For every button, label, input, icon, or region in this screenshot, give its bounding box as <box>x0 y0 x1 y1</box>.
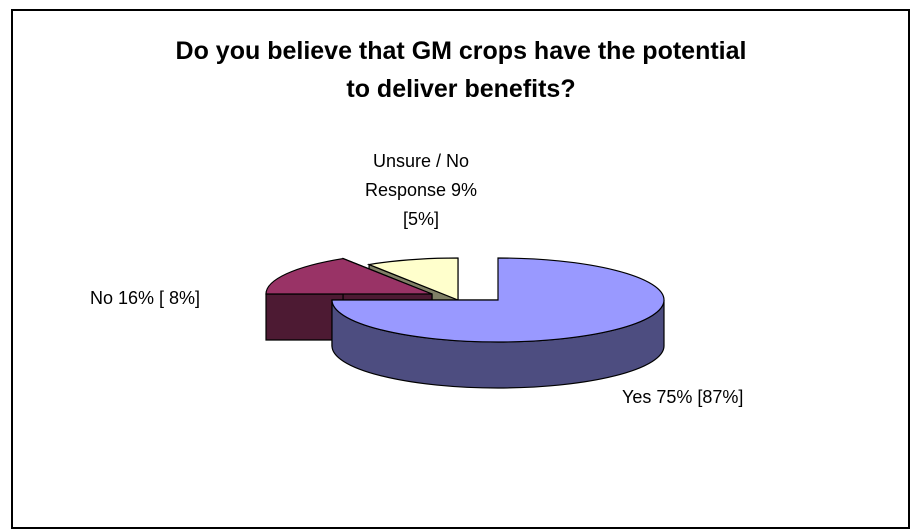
pie-slice-unsure <box>366 257 459 301</box>
chart-frame <box>11 9 910 529</box>
slice-label-no: No 16% [ 8%] <box>90 288 201 308</box>
pie-slice-no <box>265 257 433 295</box>
slice-label-unsure-line-3: [5%] <box>402 209 440 229</box>
chart-title-line-1: Do you believe that GM crops have the po… <box>175 37 747 65</box>
slice-label-unsure-line-2: Response 9% <box>364 180 478 200</box>
slice-label-unsure: Unsure / No Response 9% [5%] <box>346 147 496 234</box>
slice-label-yes: Yes 75% [87%] <box>622 387 744 407</box>
pie-chart <box>265 257 665 389</box>
chart-title-line-2: to deliver benefits? <box>346 75 576 103</box>
pie-slice-yes <box>331 257 665 343</box>
chart-title: Do you believe that GM crops have the po… <box>0 32 922 108</box>
slice-label-unsure-line-1: Unsure / No <box>372 151 470 171</box>
